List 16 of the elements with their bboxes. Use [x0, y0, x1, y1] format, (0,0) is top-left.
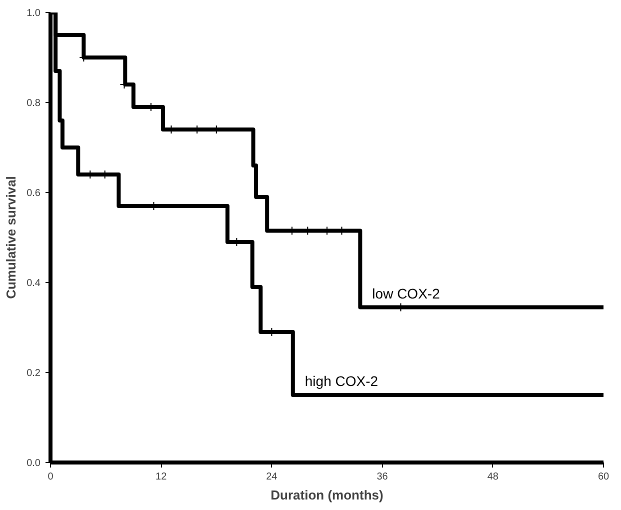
x-tick-label: 24	[266, 472, 278, 482]
x-tick-label: 0	[48, 472, 54, 482]
y-tick-label: 0.0	[26, 458, 41, 469]
y-tick-label: 0.4	[26, 278, 41, 289]
x-tick-label: 48	[487, 472, 499, 482]
y-tick-label: 0.6	[26, 188, 41, 199]
x-axis-title: Duration (months)	[270, 488, 384, 502]
series-label: high COX-2	[304, 373, 378, 389]
x-tick-label: 60	[598, 472, 610, 482]
y-tick-label: 0.8	[26, 98, 41, 109]
x-tick-label: 36	[376, 472, 388, 482]
y-tick-label: 1.0	[26, 8, 41, 19]
x-tick-label: 12	[156, 472, 168, 482]
y-tick-label: 0.2	[26, 368, 41, 379]
y-axis-title: Cumulative survival	[4, 176, 19, 299]
series-label: low COX-2	[372, 285, 440, 302]
